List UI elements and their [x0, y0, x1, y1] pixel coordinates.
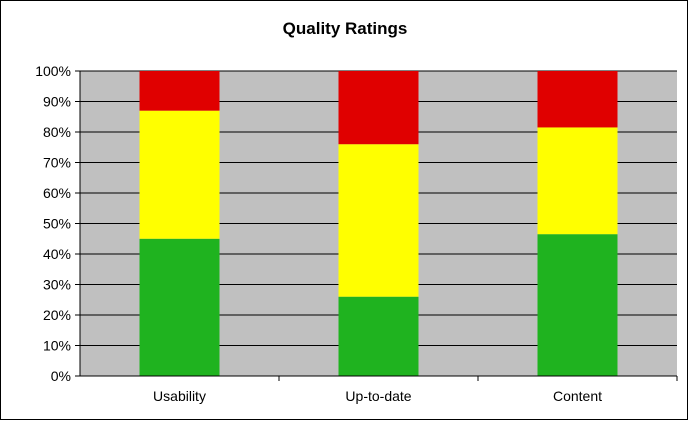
bar-segment-3 — [139, 71, 220, 111]
bar-segment-2 — [537, 127, 618, 235]
y-tick-label: 60% — [43, 185, 71, 201]
y-tick-label: 40% — [43, 246, 71, 262]
bar-segment-2 — [338, 144, 419, 297]
x-tick-label: Up-to-date — [345, 388, 411, 404]
bar-segment-1 — [338, 296, 419, 376]
bar-segment-2 — [139, 110, 220, 239]
y-tick-label: 0% — [51, 368, 71, 384]
y-tick-label: 10% — [43, 338, 71, 354]
y-tick-label: 80% — [43, 124, 71, 140]
y-tick-label: 90% — [43, 94, 71, 110]
y-tick-label: 20% — [43, 307, 71, 323]
bar-segment-1 — [537, 234, 618, 376]
y-tick-label: 70% — [43, 155, 71, 171]
y-tick-label: 30% — [43, 277, 71, 293]
plot-area: 0% 10% 20% 30% 40% 50% 60% 70% 80% 90% 100% Usabili… — [35, 63, 678, 404]
x-tick-label: Content — [553, 388, 602, 404]
x-tick-label: Usability — [153, 388, 206, 404]
y-tick-label: 100% — [35, 63, 71, 79]
y-tick-label: 50% — [43, 216, 71, 232]
chart-title: Quality Ratings — [283, 19, 408, 38]
bar-segment-3 — [537, 71, 618, 128]
bar-segment-1 — [139, 238, 220, 376]
bar-segment-3 — [338, 71, 419, 145]
